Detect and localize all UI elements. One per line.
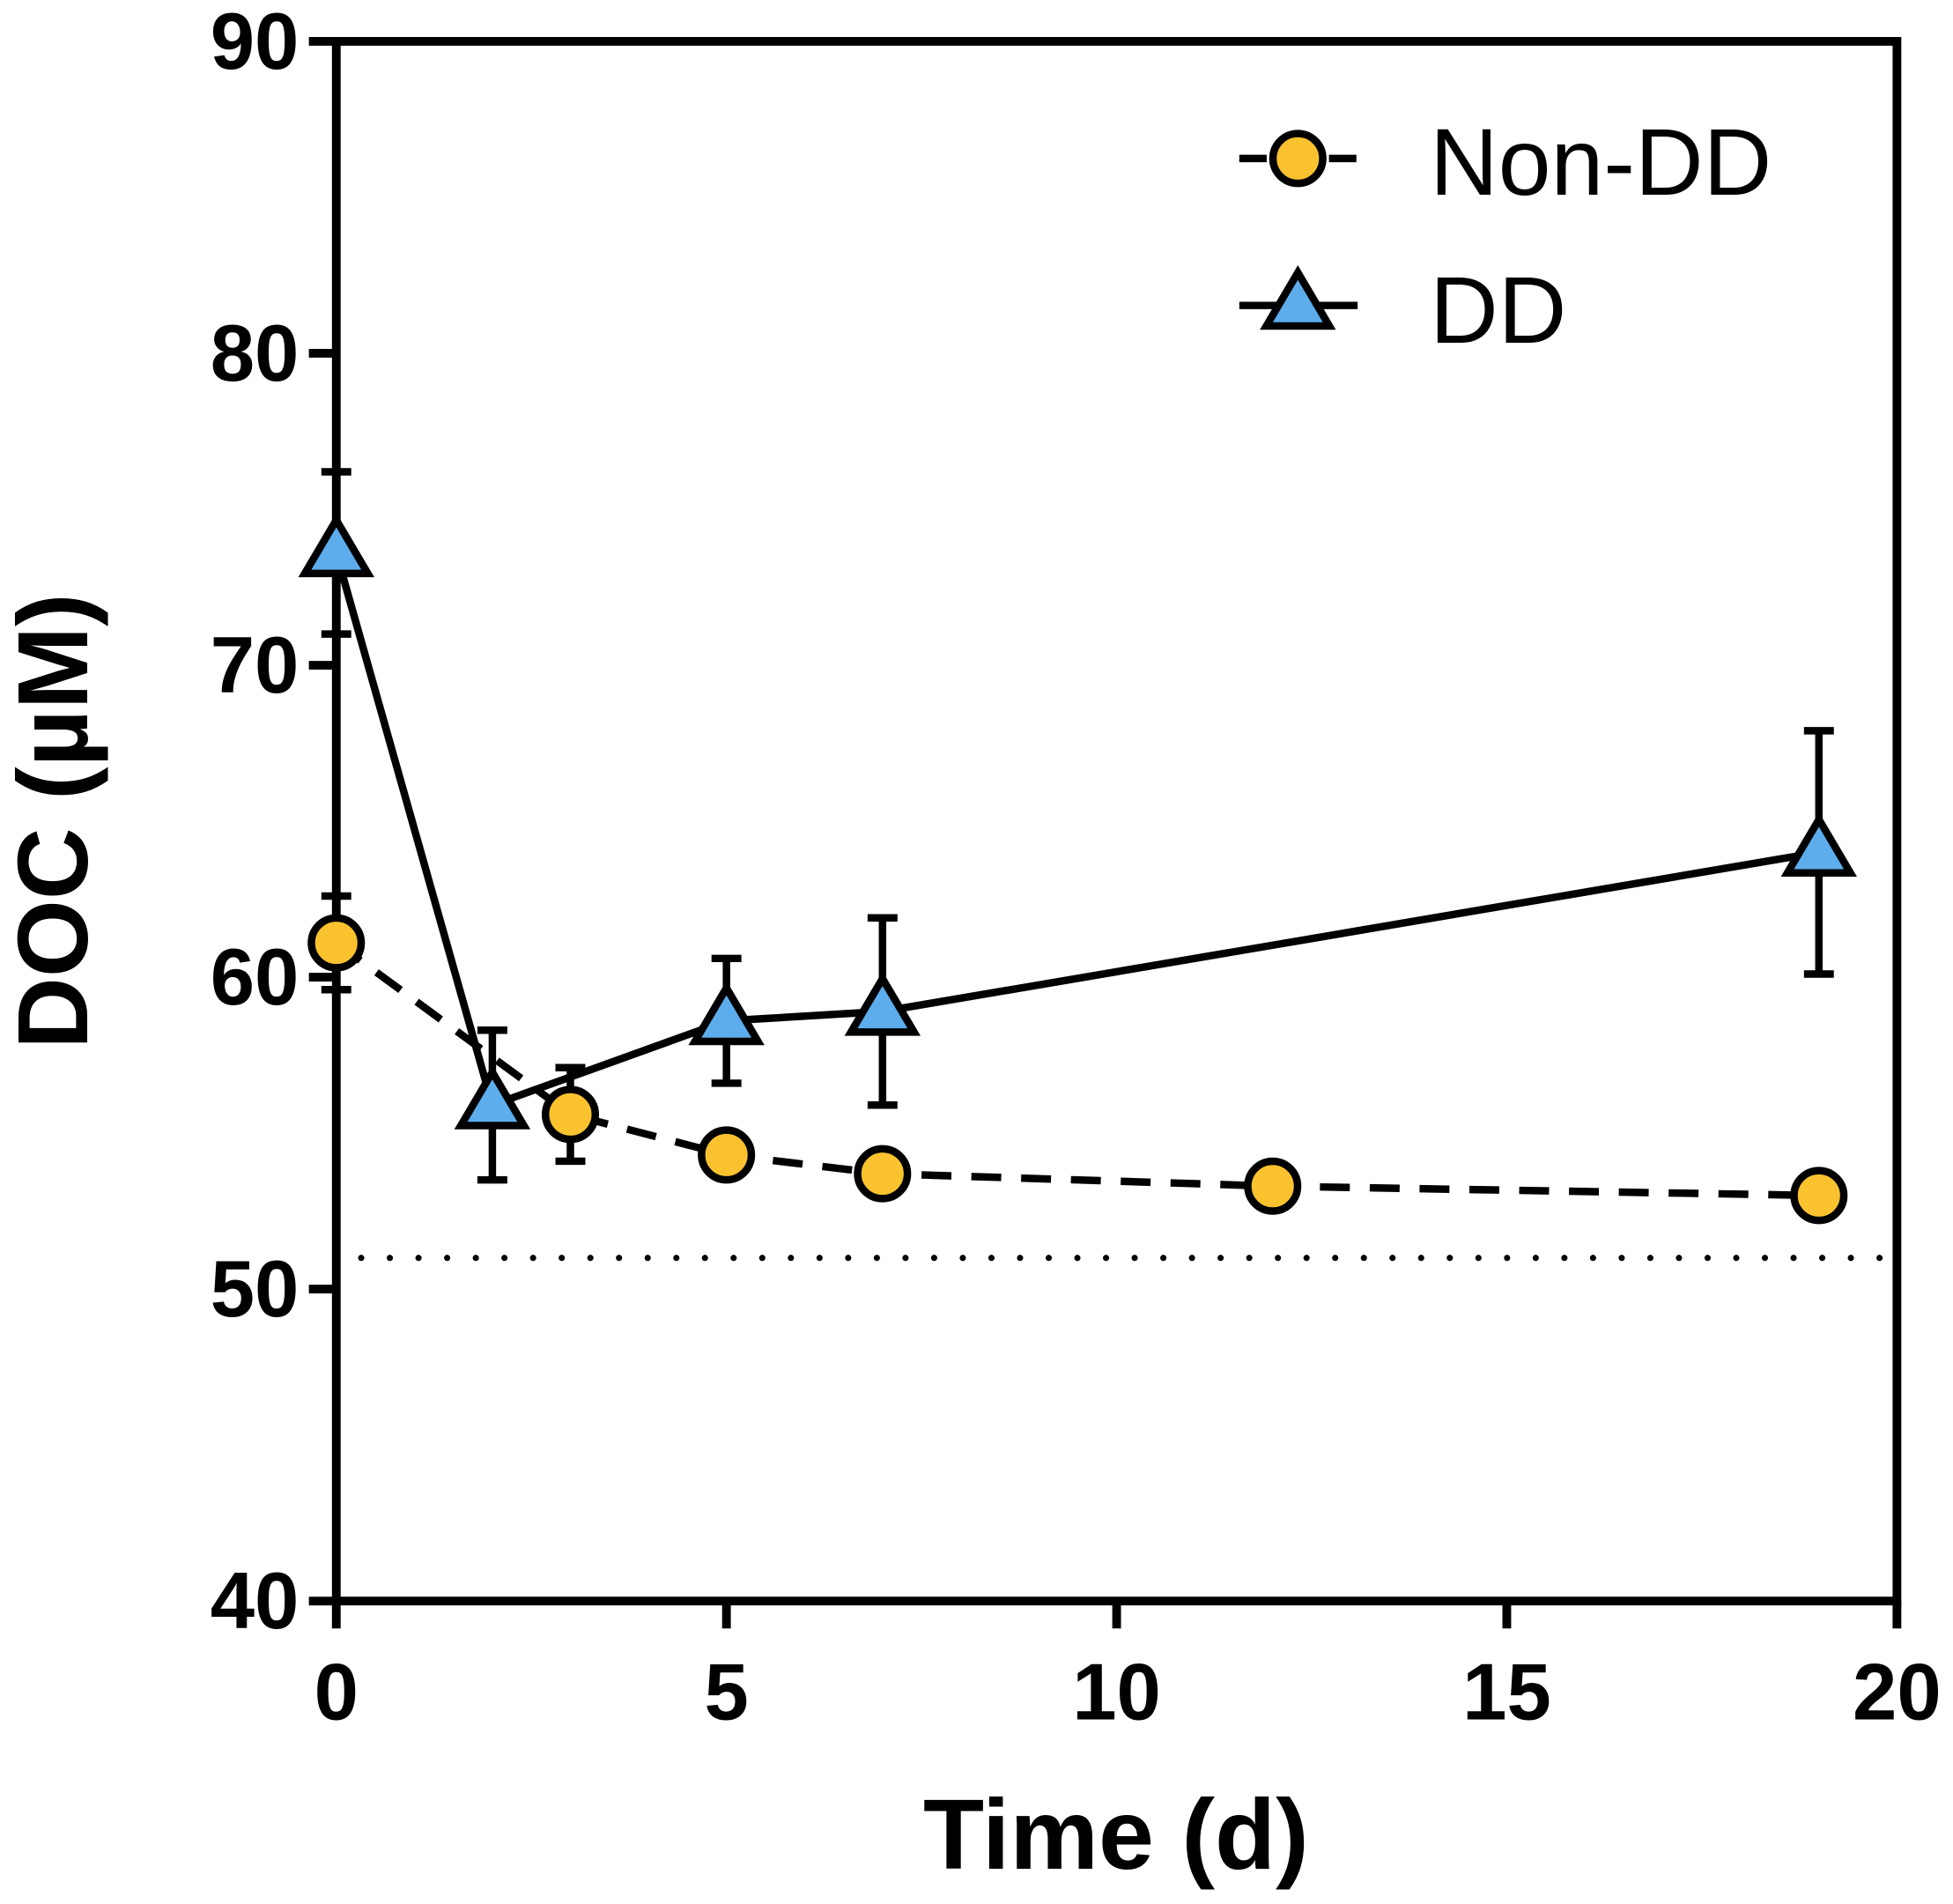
data-point bbox=[698, 1126, 756, 1184]
data-point bbox=[844, 971, 921, 1036]
y-tick-label: 70 bbox=[211, 621, 300, 710]
x-tick-label: 5 bbox=[704, 1648, 748, 1737]
plot-area bbox=[298, 468, 1900, 1262]
tick-labels: 0 5 10 15 20 40 50 60 70 80 90 bbox=[211, 0, 1942, 1737]
series-non-dd bbox=[307, 892, 1848, 1225]
x-axis-label: Time (d) bbox=[923, 1779, 1309, 1890]
x-tick-label: 20 bbox=[1853, 1648, 1942, 1737]
data-point bbox=[541, 1085, 600, 1144]
y-axis-label: DOC (µM) bbox=[0, 593, 108, 1049]
data-point bbox=[298, 512, 374, 578]
data-point bbox=[688, 980, 765, 1046]
axes bbox=[308, 36, 1902, 1629]
y-tick-label: 60 bbox=[211, 933, 300, 1022]
data-point bbox=[1244, 1157, 1302, 1215]
series-line bbox=[332, 552, 1820, 1110]
x-tick-label: 0 bbox=[314, 1648, 359, 1737]
series-dd bbox=[298, 468, 1857, 1184]
x-tick-label: 10 bbox=[1072, 1648, 1161, 1737]
data-point bbox=[1780, 811, 1857, 878]
data-point bbox=[307, 914, 366, 972]
legend: Non-DD DD bbox=[1239, 109, 1772, 363]
data-point bbox=[1790, 1167, 1848, 1225]
data-point bbox=[454, 1064, 531, 1130]
y-tick-label: 80 bbox=[211, 309, 300, 398]
plot-frame bbox=[331, 36, 1902, 1606]
legend-label-dd: DD bbox=[1430, 257, 1566, 363]
y-tick-label: 90 bbox=[211, 0, 300, 86]
legend-marker bbox=[1260, 265, 1336, 330]
data-point bbox=[854, 1145, 912, 1203]
legend-marker bbox=[1269, 130, 1327, 188]
legend-label-non-dd: Non-DD bbox=[1430, 109, 1772, 215]
x-tick-label: 15 bbox=[1462, 1648, 1551, 1737]
y-tick-label: 40 bbox=[211, 1557, 300, 1646]
y-tick-label: 50 bbox=[211, 1245, 300, 1334]
